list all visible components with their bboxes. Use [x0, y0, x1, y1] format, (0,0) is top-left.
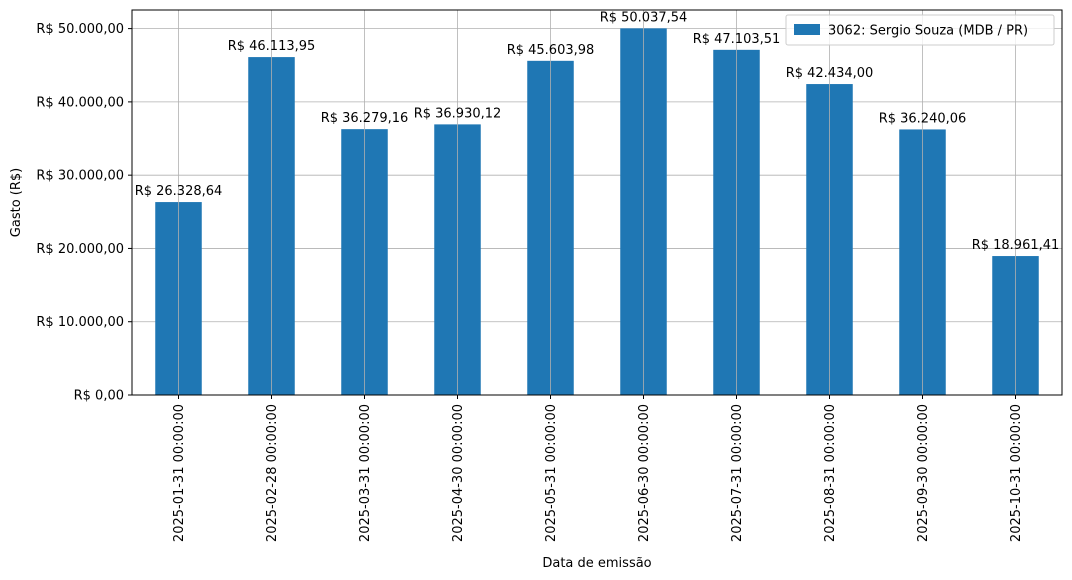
- x-tick-label: 2025-06-30 00:00:00: [637, 404, 652, 542]
- x-tick-label: 2025-03-31 00:00:00: [358, 404, 373, 542]
- bar-value-label: R$ 36.240,06: [879, 111, 967, 126]
- x-tick-label: 2025-01-31 00:00:00: [172, 404, 187, 542]
- legend-swatch: [794, 24, 820, 35]
- plot-frame: [131, 9, 1063, 396]
- legend: 3062: Sergio Souza (MDB / PR): [785, 14, 1055, 46]
- y-axis: R$ 0,00 R$ 10.000,00 R$ 20.000,00 R$ 30.000…: [36, 22, 132, 404]
- x-axis-title: Data de emissão: [542, 556, 651, 571]
- bar-value-label: R$ 26.328,64: [135, 184, 223, 199]
- x-tick-label: 2025-04-30 00:00:00: [451, 404, 466, 542]
- y-tick-label: R$ 40.000,00: [36, 95, 124, 110]
- legend-box: [785, 14, 1055, 46]
- legend-label: 3062: Sergio Souza (MDB / PR): [828, 24, 1028, 39]
- bar-value-label: R$ 45.603,98: [507, 43, 595, 58]
- grid-lines-over: [178, 10, 1016, 395]
- x-tick-label: 2025-07-31 00:00:00: [730, 404, 745, 542]
- bar-value-label: R$ 42.434,00: [786, 66, 874, 81]
- data-labels: R$ 26.328,64 R$ 46.113,95 R$ 36.279,16 R$ 3…: [135, 10, 1060, 253]
- bar-value-label: R$ 47.103,51: [693, 32, 781, 47]
- bar-value-label: R$ 18.961,41: [972, 238, 1060, 253]
- y-tick-label: R$ 30.000,00: [36, 169, 124, 184]
- x-tick-label: 2025-05-31 00:00:00: [544, 404, 559, 542]
- y-axis-title: Gasto (R$): [9, 168, 24, 237]
- y-tick-label: R$ 10.000,00: [36, 315, 124, 330]
- x-tick-label: 2025-10-31 00:00:00: [1009, 404, 1024, 542]
- y-tick-label: R$ 20.000,00: [36, 242, 124, 257]
- x-tick-label: 2025-09-30 00:00:00: [916, 404, 931, 542]
- y-tick-label: R$ 50.000,00: [36, 22, 124, 37]
- bar-value-label: R$ 46.113,95: [228, 39, 316, 54]
- bar-value-label: R$ 36.930,12: [414, 106, 502, 121]
- bar-value-label: R$ 36.279,16: [321, 111, 409, 126]
- x-tick-label: 2025-02-28 00:00:00: [265, 404, 280, 542]
- x-axis: 2025-01-31 00:00:00 2025-02-28 00:00:00 20…: [172, 395, 1024, 542]
- bar-value-label: R$ 50.037,54: [600, 10, 688, 25]
- x-tick-label: 2025-08-31 00:00:00: [823, 404, 838, 542]
- y-tick-label: R$ 0,00: [74, 389, 124, 404]
